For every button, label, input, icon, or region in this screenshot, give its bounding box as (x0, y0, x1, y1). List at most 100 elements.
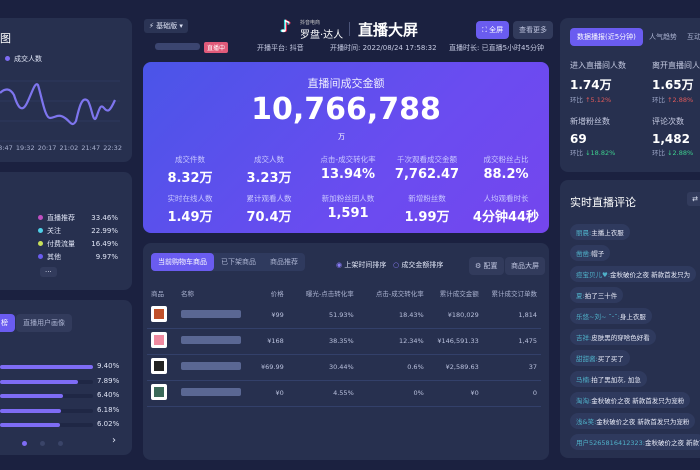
tab-removed-products[interactable]: 已下架商品 (221, 258, 256, 266)
comments-title: 实时直播评论 (570, 196, 636, 209)
stat-compare: 环比 ↓2.88% (652, 149, 694, 157)
comment-user: 淘淘: (576, 397, 592, 405)
metric-label: 新加粉丝团人数 (321, 194, 375, 203)
bar (0, 379, 79, 384)
stat-compare: 环比 ↑2.88% (652, 96, 694, 104)
source-row: 付费流量 16.49% (38, 237, 118, 250)
duration: 直播时长: 已直播5小时45分钟 (449, 44, 544, 52)
metric: 新增粉丝数 1.99万 (388, 193, 466, 225)
tab-user-profile[interactable]: 直播用户画像 (16, 314, 72, 332)
comment-user: 乐悠~刘~ ˘ᵕ˘: (576, 313, 620, 321)
product-screen-button[interactable]: 商品大屏 (505, 257, 545, 275)
stat-delta: ↓2.88% (667, 149, 694, 157)
more-button[interactable]: ··· (40, 267, 57, 277)
cell-orders: 0 (482, 380, 541, 407)
comment-user: 凿凿: (576, 250, 592, 258)
tiktok-logo-icon: ♪ (280, 17, 291, 37)
gmv-card: 直播间成交金额 10,766,788 万 成交件数 8.32万 成交人数 3.23万 点… (143, 62, 549, 233)
sort-by-gmv-radio[interactable]: ○ 成交金额排序 (393, 261, 444, 269)
chart-legend: 成交人数 (5, 52, 42, 65)
cell-ctr: 4.55% (287, 380, 358, 407)
cell-cvr: 0.6% (357, 354, 428, 381)
cell-orders: 1,814 (482, 302, 541, 329)
comment-user: 夏: (576, 292, 585, 300)
gmv-unit: 万 (338, 133, 345, 141)
metric-label: 累计观看人数 (246, 194, 292, 203)
gmv-title: 直播间成交金额 (307, 77, 385, 90)
sort-by-time-radio[interactable]: ◉ 上架时间排序 (336, 261, 387, 269)
cell-ctr: 51.93% (287, 302, 358, 329)
comment-user: 甜甜酱: (576, 355, 598, 363)
next-button[interactable]: › (112, 435, 116, 446)
comment-text: 拍了三十件 (584, 292, 618, 300)
cell-ctr: 30.44% (287, 354, 358, 381)
products-table: 商品 名称 价格 曝光-点击转化率 点击-成交转化率 累计成交金额 累计成交订单… (147, 284, 541, 407)
comment-text: 金秋破价之夜 新款首发只为 (610, 271, 691, 279)
platform: 开播平台: 抖音 (257, 44, 304, 52)
metric-value: 1.99万 (404, 210, 450, 225)
source-row: 直播推荐 33.46% (38, 211, 118, 224)
comment-user: 用户5265816412323: (576, 439, 645, 447)
stat-value: 1,482 (652, 132, 690, 146)
cell-cvr: 12.34% (357, 328, 428, 355)
tab-broadcast[interactable]: 数据播报(近5分钟) (570, 28, 643, 46)
bar-row: 6.18% (0, 406, 130, 416)
product-thumbnail (151, 384, 167, 400)
tab-ranking[interactable]: 榜 (0, 314, 15, 332)
stat-label: 离开直播间人数 (652, 61, 700, 70)
stat-card: 进入直播间人数 1.74万 环比 ↑5.12% (570, 60, 632, 104)
stat-delta: ↓18.82% (585, 149, 616, 157)
start-time: 开播时间: 2022/08/24 17:58:32 (330, 44, 437, 52)
comment-item: 淘淘:金秋破价之夜 新款首发只为宠粉 (570, 392, 691, 408)
metric-label: 成交人数 (254, 155, 284, 164)
metric-label: 千次观看成交金额 (397, 155, 457, 164)
comment-text: 拍了黑加灰, 加急 (591, 376, 641, 384)
comment-user: 马楠: (576, 376, 592, 384)
comment-user: 痘宝贝儿♥: (576, 271, 611, 279)
comment-text: 皮肤黑的穿啥色好看 (591, 334, 650, 342)
table-row[interactable]: ¥0 4.55% 0% ¥0 0 (147, 380, 541, 407)
product-thumbnail (151, 332, 167, 348)
comment-user: 浅&笑: (576, 418, 597, 426)
cell-cvr: 0% (357, 380, 428, 407)
cell-orders: 1,475 (482, 328, 541, 355)
tab-interaction[interactable]: 互动 (687, 33, 700, 41)
metric-label: 新增粉丝数 (408, 194, 446, 203)
product-name-blurred (181, 362, 241, 370)
bar (0, 423, 60, 427)
bar (0, 394, 64, 398)
bar (0, 408, 62, 413)
stat-label: 进入直播间人数 (570, 61, 626, 70)
tab-popularity[interactable]: 人气趋势 (649, 33, 677, 41)
stat-card: 新增粉丝数 69 环比 ↓18.82% (570, 116, 632, 157)
swap-icon[interactable]: ⇄ (687, 192, 700, 206)
cell-cvr: 18.43% (357, 302, 428, 329)
bar-value: 9.40% (97, 362, 120, 370)
version-select[interactable]: ⚡ 基础版 ▾ (144, 19, 188, 33)
config-button[interactable]: ⚙ 配置 (469, 257, 504, 275)
bar-row: 7.89% (0, 377, 130, 387)
product-thumbnail (151, 358, 167, 374)
metric: 累计观看人数 70.4万 (230, 193, 308, 225)
tab-recommended[interactable]: 商品推荐 (270, 258, 298, 266)
source-row: 关注 22.99% (38, 224, 118, 237)
fullscreen-button[interactable]: ⛶ 全屏 (476, 21, 510, 39)
view-more-button[interactable]: 查看更多 (513, 21, 553, 39)
page-title: 直播大屏 (358, 21, 419, 39)
pagination-dots[interactable] (22, 441, 67, 446)
bar-value: 6.18% (97, 405, 120, 414)
comments-panel: 实时直播评论 ⇄ 丽晨:主播上衣服 凿凿:帽子 痘宝贝儿♥:金秋破价之夜 新款首发只… (560, 180, 700, 458)
comment-item: 丽晨:主播上衣服 (570, 224, 630, 240)
tab-current-products[interactable]: 当前购物车商品 (151, 253, 214, 271)
metric-label: 实时在线人数 (167, 194, 213, 203)
comment-text: 金秋破价之夜 新款首发只为宠粉 (591, 397, 685, 405)
chart-title: 图 (0, 32, 11, 45)
table-row[interactable]: ¥99 51.93% 18.43% ¥180,029 1,814 (147, 302, 541, 329)
comment-text: 帽子 (591, 250, 605, 258)
stat-label: 评论次数 (652, 117, 684, 126)
table-row[interactable]: ¥69.99 30.44% 0.6% ¥2,589.63 37 (147, 354, 541, 381)
metric-value: 3.23万 (246, 171, 292, 186)
streamer-name-blurred (155, 43, 200, 50)
table-row[interactable]: ¥168 38.35% 12.34% ¥146,591.33 1,475 (147, 328, 541, 355)
